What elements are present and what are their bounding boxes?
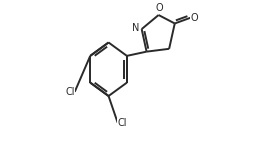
Text: O: O	[155, 3, 163, 13]
Text: Cl: Cl	[65, 87, 75, 97]
Text: N: N	[132, 23, 139, 33]
Text: Cl: Cl	[118, 118, 127, 128]
Text: O: O	[191, 13, 198, 23]
